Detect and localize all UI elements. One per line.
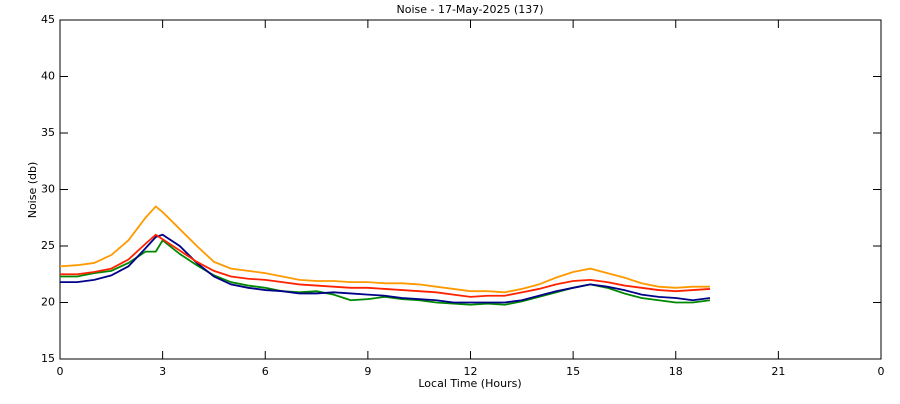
plot-frame	[59, 19, 882, 360]
x-tick-label: 15	[566, 365, 580, 378]
x-tick-label: 0	[878, 365, 885, 378]
series-line	[59, 205, 710, 294]
x-tick-label: 6	[262, 365, 269, 378]
x-tick-label: 18	[669, 365, 683, 378]
y-tick-label: 35	[41, 126, 55, 139]
x-tick-label: 21	[771, 365, 785, 378]
x-tick-label: 12	[464, 365, 478, 378]
x-tick-label: 9	[364, 365, 371, 378]
y-tick-label: 15	[41, 352, 55, 365]
y-tick-label: 20	[41, 296, 55, 309]
y-tick-label: 45	[41, 13, 55, 26]
series-line	[60, 233, 711, 298]
x-axis-label: Local Time (Hours)	[418, 377, 521, 390]
x-tick-label: 3	[159, 365, 166, 378]
y-tick-label: 25	[41, 239, 55, 252]
y-axis-label: Noise (db)	[26, 162, 39, 219]
y-tick-label: 40	[41, 70, 55, 83]
chart-title: Noise - 17-May-2025 (137)	[396, 3, 543, 16]
x-tick-label: 0	[57, 365, 64, 378]
y-tick-label: 30	[41, 183, 55, 196]
series-line	[60, 233, 711, 304]
